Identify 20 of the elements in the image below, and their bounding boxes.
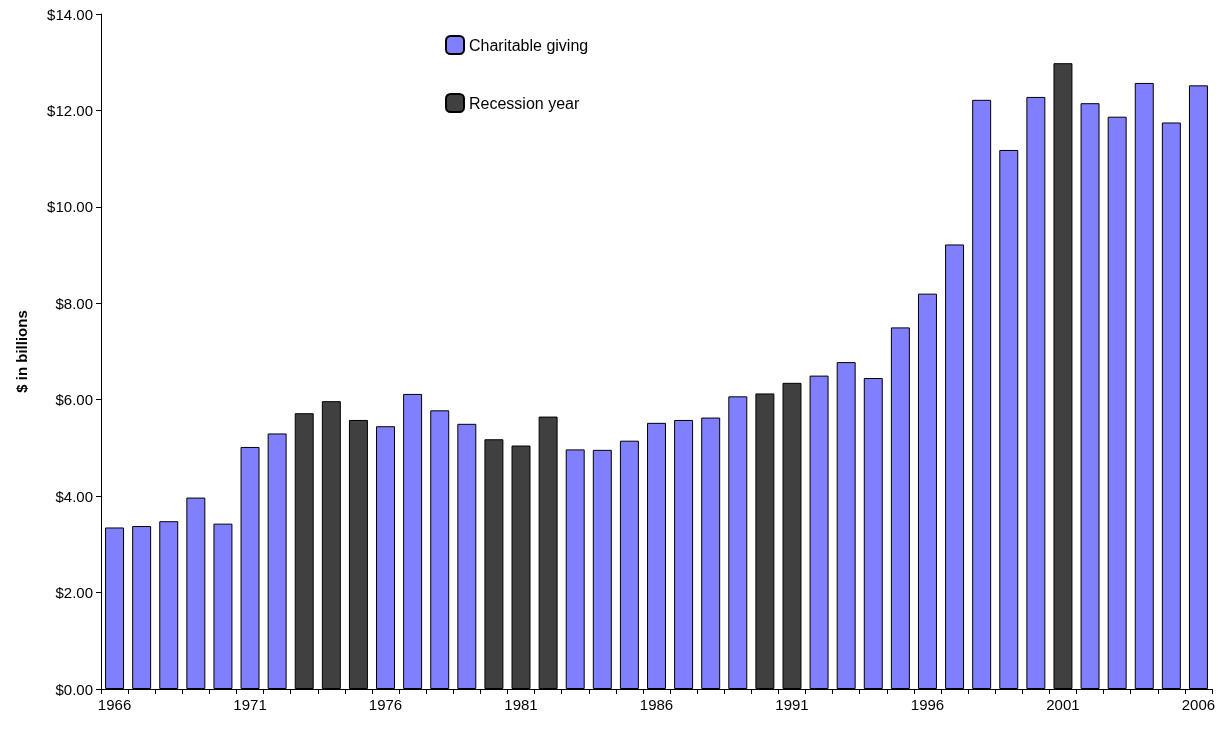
x-tick-label: 1976 — [368, 696, 403, 713]
y-tick-label: $6.00 — [55, 391, 93, 409]
legend-label: Recession year — [469, 94, 580, 112]
legend-label: Charitable giving — [469, 36, 589, 54]
x-tick-label: 1966 — [97, 696, 132, 713]
x-tick-label: 2001 — [1046, 696, 1080, 713]
x-tick-label: 1971 — [233, 696, 267, 713]
x-tick-label: 2006 — [1181, 696, 1216, 713]
y-tick-label: $0.00 — [55, 680, 93, 698]
y-tick-label: $12.00 — [47, 101, 93, 119]
y-tick-label: $14.00 — [47, 5, 93, 23]
y-axis-title: $ in billions — [13, 310, 30, 393]
x-tick-label: 1986 — [639, 696, 674, 713]
x-tick-label: 1996 — [910, 696, 945, 713]
y-tick-label: $2.00 — [55, 584, 93, 602]
y-tick-label: $8.00 — [55, 294, 93, 312]
x-tick-label: 1991 — [775, 696, 809, 713]
y-tick-label: $10.00 — [47, 198, 93, 216]
y-tick-label: $4.00 — [55, 487, 93, 505]
x-tick-label: 1981 — [504, 696, 538, 713]
